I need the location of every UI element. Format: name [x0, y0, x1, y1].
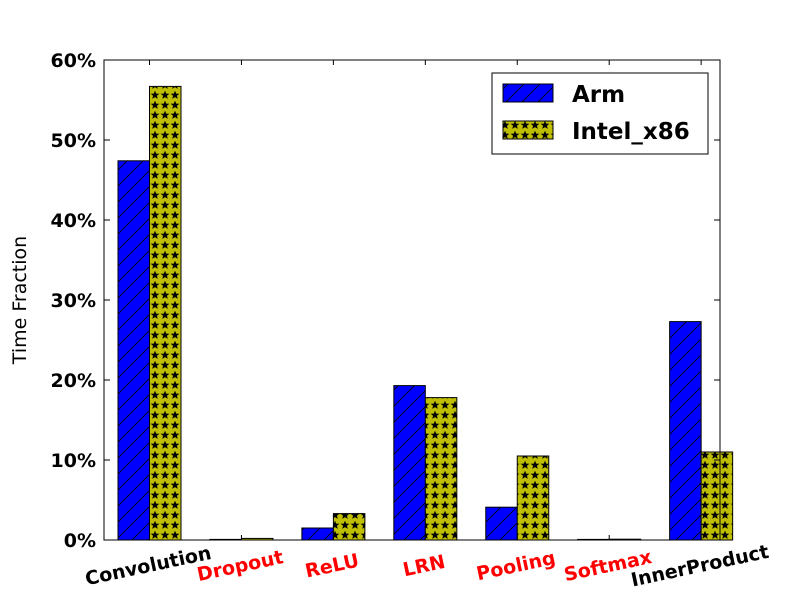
bar-intel-x86-convolution	[149, 85, 182, 541]
x-tick-label-convolution: Convolution	[83, 542, 213, 590]
bar-arm-innerproduct	[669, 321, 702, 541]
bar-intel-x86-innerproduct	[700, 451, 734, 541]
legend-label-arm: Arm	[572, 82, 625, 108]
bar-arm-pooling	[485, 506, 518, 541]
y-tick-label: 20%	[51, 370, 96, 392]
y-tick-label: 50%	[51, 130, 96, 152]
bar-intel-x86-pooling	[516, 455, 550, 541]
bar-arm-relu	[301, 527, 334, 541]
y-tick-label: 40%	[51, 210, 96, 232]
legend-label-intel: Intel_x86	[572, 119, 690, 145]
bar-arm-convolution	[117, 160, 150, 541]
y-axis-title: Time Fraction	[9, 236, 31, 365]
legend-swatch-arm	[502, 83, 554, 103]
bar-intel-x86-relu	[332, 513, 366, 541]
bar-intel-x86-lrn	[424, 397, 458, 541]
y-axis: 0% 10% 20% 30% 40% 50% 60%	[51, 50, 720, 552]
y-tick-label: 0%	[64, 530, 96, 552]
x-tick-label-pooling: Pooling	[475, 547, 558, 585]
x-tick-label-relu: ReLU	[303, 550, 361, 583]
legend-swatch-intel	[502, 120, 554, 140]
y-tick-label: 30%	[51, 290, 96, 312]
bar-arm-lrn	[393, 385, 426, 541]
y-tick-label: 60%	[51, 50, 96, 72]
bars-group	[117, 85, 734, 541]
x-tick-label-lrn: LRN	[401, 551, 447, 581]
y-tick-label: 10%	[51, 450, 96, 472]
legend: Arm Intel_x86	[491, 72, 709, 155]
x-tick-label-innerproduct: InnerProduct	[629, 541, 771, 592]
